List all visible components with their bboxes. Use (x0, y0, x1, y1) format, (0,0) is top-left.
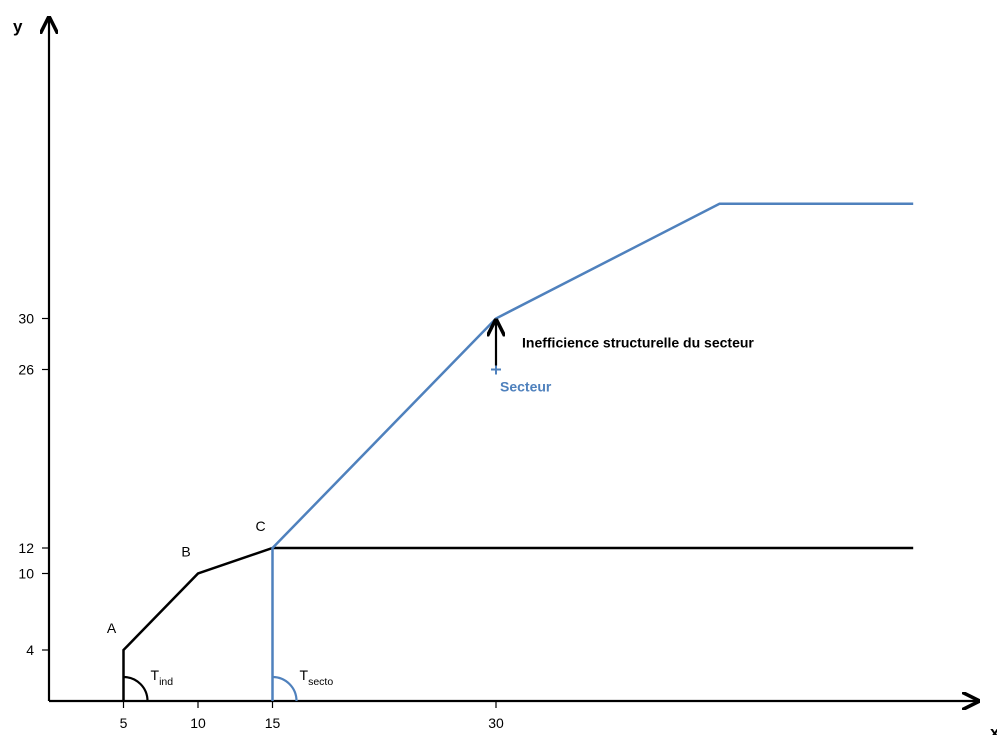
y-tick-label: 12 (18, 540, 34, 556)
angle-label: Tind (151, 667, 174, 688)
x-tick-label: 30 (488, 715, 504, 731)
y-tick-label: 26 (18, 362, 34, 378)
point-label: C (255, 518, 265, 534)
angle-label: Tsecto (300, 667, 334, 688)
y-tick-label: 4 (26, 642, 34, 658)
sector-label: Secteur (500, 379, 552, 395)
x-tick-label: 5 (120, 715, 128, 731)
x-tick-label: 10 (190, 715, 206, 731)
point-label: A (107, 620, 117, 636)
y-tick-label: 10 (18, 566, 34, 582)
angle-arc (123, 675, 149, 702)
axes: x y 5 10 15 30 4 10 12 26 30 (13, 17, 997, 735)
series-layer (122, 202, 914, 701)
x-tick-label: 15 (265, 715, 281, 731)
y-axis-label: y (13, 17, 23, 36)
point-label: B (181, 544, 190, 560)
x-axis-label: x (990, 723, 997, 735)
angle-arc (272, 675, 298, 702)
y-tick-label: 30 (18, 311, 34, 327)
series-line-sector (271, 202, 914, 701)
labels-layer: Tind Tsecto A B C Secteur Inefficience structu… (107, 321, 754, 702)
inefficiency-annotation: Inefficience structurelle du secteur (522, 335, 754, 351)
series-line-industry (122, 546, 914, 701)
